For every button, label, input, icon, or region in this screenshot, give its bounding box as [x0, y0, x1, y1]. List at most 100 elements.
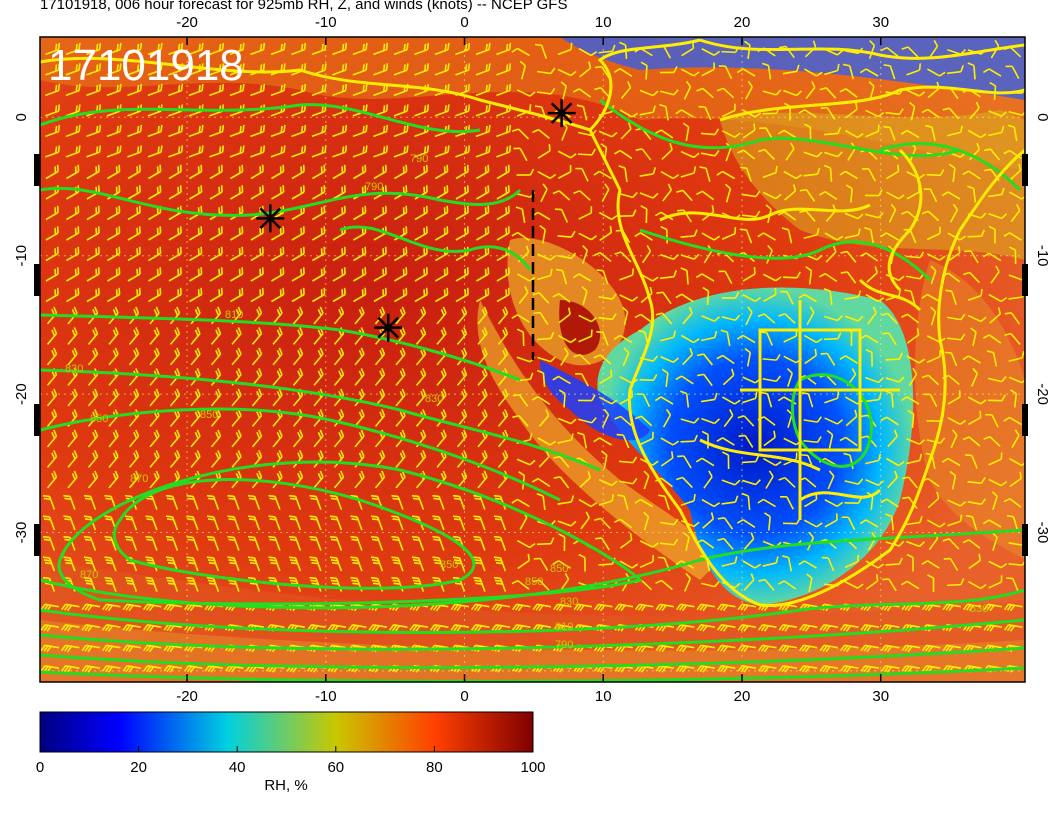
- wind-barb: [946, 333, 966, 341]
- wind-barb: [312, 205, 326, 221]
- wind-barb: [634, 498, 653, 508]
- wind-barb: [778, 313, 796, 324]
- wind-barb: [593, 354, 612, 365]
- wind-barb: [370, 556, 384, 572]
- wind-barb: [557, 520, 577, 527]
- wind-barb: [823, 332, 842, 341]
- wind-barb: [332, 63, 348, 76]
- wind-barb: [45, 246, 59, 262]
- wind-barb: [921, 108, 940, 119]
- wind-barb: [557, 417, 577, 425]
- wind-barb: [695, 457, 715, 467]
- wind-barb: [824, 417, 844, 425]
- wind-barb: [250, 287, 264, 303]
- wind-barb: [640, 61, 648, 80]
- wind-barb: [598, 293, 617, 300]
- wind-barb: [757, 644, 777, 653]
- wind-barb: [947, 514, 963, 527]
- wind-barb: [168, 226, 182, 241]
- wind-barb: [865, 124, 880, 138]
- wind-barb: [573, 88, 592, 98]
- y-tick-label-right: -20: [1034, 383, 1051, 405]
- wind-barb: [904, 289, 916, 305]
- wind-barb: [737, 644, 757, 653]
- wind-barb: [209, 42, 225, 56]
- wind-barb: [716, 644, 736, 653]
- wind-barb: [742, 123, 756, 139]
- wind-barb: [309, 576, 322, 592]
- wind-barb: [188, 145, 204, 158]
- wind-barb: [395, 450, 406, 468]
- wind-barb: [778, 476, 796, 488]
- wind-barb: [859, 68, 879, 77]
- wind-barb: [580, 511, 590, 530]
- wind-barb: [701, 498, 721, 508]
- wind-barb: [476, 267, 490, 282]
- wind-barb: [476, 226, 490, 241]
- wind-barb: [511, 47, 530, 57]
- wind-barb: [67, 327, 78, 345]
- wind-barb: [716, 170, 735, 180]
- wind-barb: [575, 373, 589, 387]
- wind-barb: [147, 124, 163, 138]
- wind-barb: [493, 535, 507, 551]
- wind-barb: [701, 48, 721, 56]
- wind-barb: [557, 230, 576, 238]
- wind-barb: [65, 124, 81, 138]
- wind-barb: [675, 664, 695, 673]
- wind-barb: [313, 306, 324, 325]
- wind-barb: [618, 477, 638, 485]
- wind-barb: [83, 515, 97, 531]
- wind-barb: [716, 354, 735, 365]
- y-tick-label-left: -10: [13, 245, 30, 267]
- wind-barb: [475, 63, 491, 76]
- wind-barb: [640, 205, 648, 224]
- wind-barb: [475, 124, 491, 138]
- wind-barb: [921, 644, 941, 653]
- wind-barb: [921, 374, 940, 386]
- wind-barb: [887, 429, 898, 448]
- wind-barb: [370, 515, 384, 531]
- wind-barb: [291, 185, 305, 200]
- wind-barb: [127, 42, 143, 56]
- wind-barb: [108, 450, 119, 468]
- wind-barb: [209, 287, 223, 303]
- wind-barb: [374, 470, 386, 489]
- wind-barb: [841, 516, 856, 531]
- wind-barb: [247, 515, 261, 531]
- coastline: [616, 189, 932, 608]
- wind-barb: [101, 664, 121, 673]
- wind-barb: [270, 42, 286, 56]
- wind-barb: [493, 576, 507, 592]
- wind-barb: [107, 226, 121, 241]
- wind-barb: [860, 664, 880, 673]
- wind-barb: [515, 206, 526, 224]
- wind-barb: [552, 375, 571, 385]
- wind-barb: [552, 293, 571, 303]
- wind-barb: [107, 205, 121, 221]
- wind-barb: [251, 429, 263, 448]
- wind-barb: [741, 210, 761, 218]
- colorbar-ticks: 0 20 40 60 80 100: [36, 746, 546, 776]
- wind-barb: [618, 456, 638, 464]
- wind-barb: [982, 68, 1002, 77]
- y-tick-label-right: 0: [1034, 113, 1051, 121]
- wind-barb: [81, 603, 101, 612]
- wind-barb: [798, 293, 817, 303]
- wind-barb: [353, 246, 367, 262]
- wind-barb: [943, 557, 959, 571]
- contour-label: 790: [555, 639, 573, 651]
- frame-marker: [1022, 524, 1028, 556]
- wind-barb: [473, 576, 486, 592]
- wind-barb: [332, 42, 348, 56]
- wind-barb: [599, 225, 613, 242]
- wind-barb: [778, 644, 798, 653]
- wind-barb: [333, 306, 345, 325]
- wind-barb: [516, 328, 525, 347]
- wind-barb: [250, 83, 266, 97]
- wind-barb: [949, 470, 957, 490]
- wind-barb: [739, 228, 753, 244]
- wind-barb: [189, 226, 203, 241]
- wind-barb: [721, 130, 741, 138]
- wind-barb: [411, 556, 425, 572]
